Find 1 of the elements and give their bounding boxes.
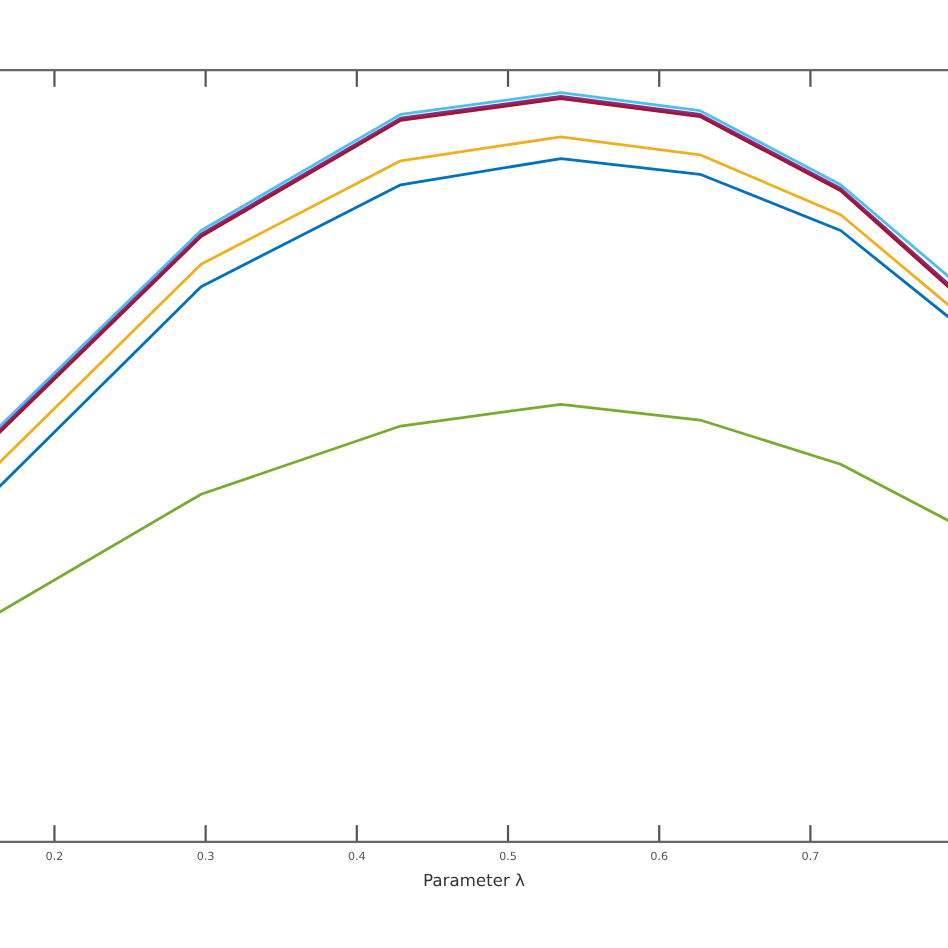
x-axis-title: Parameter λ xyxy=(424,873,525,887)
